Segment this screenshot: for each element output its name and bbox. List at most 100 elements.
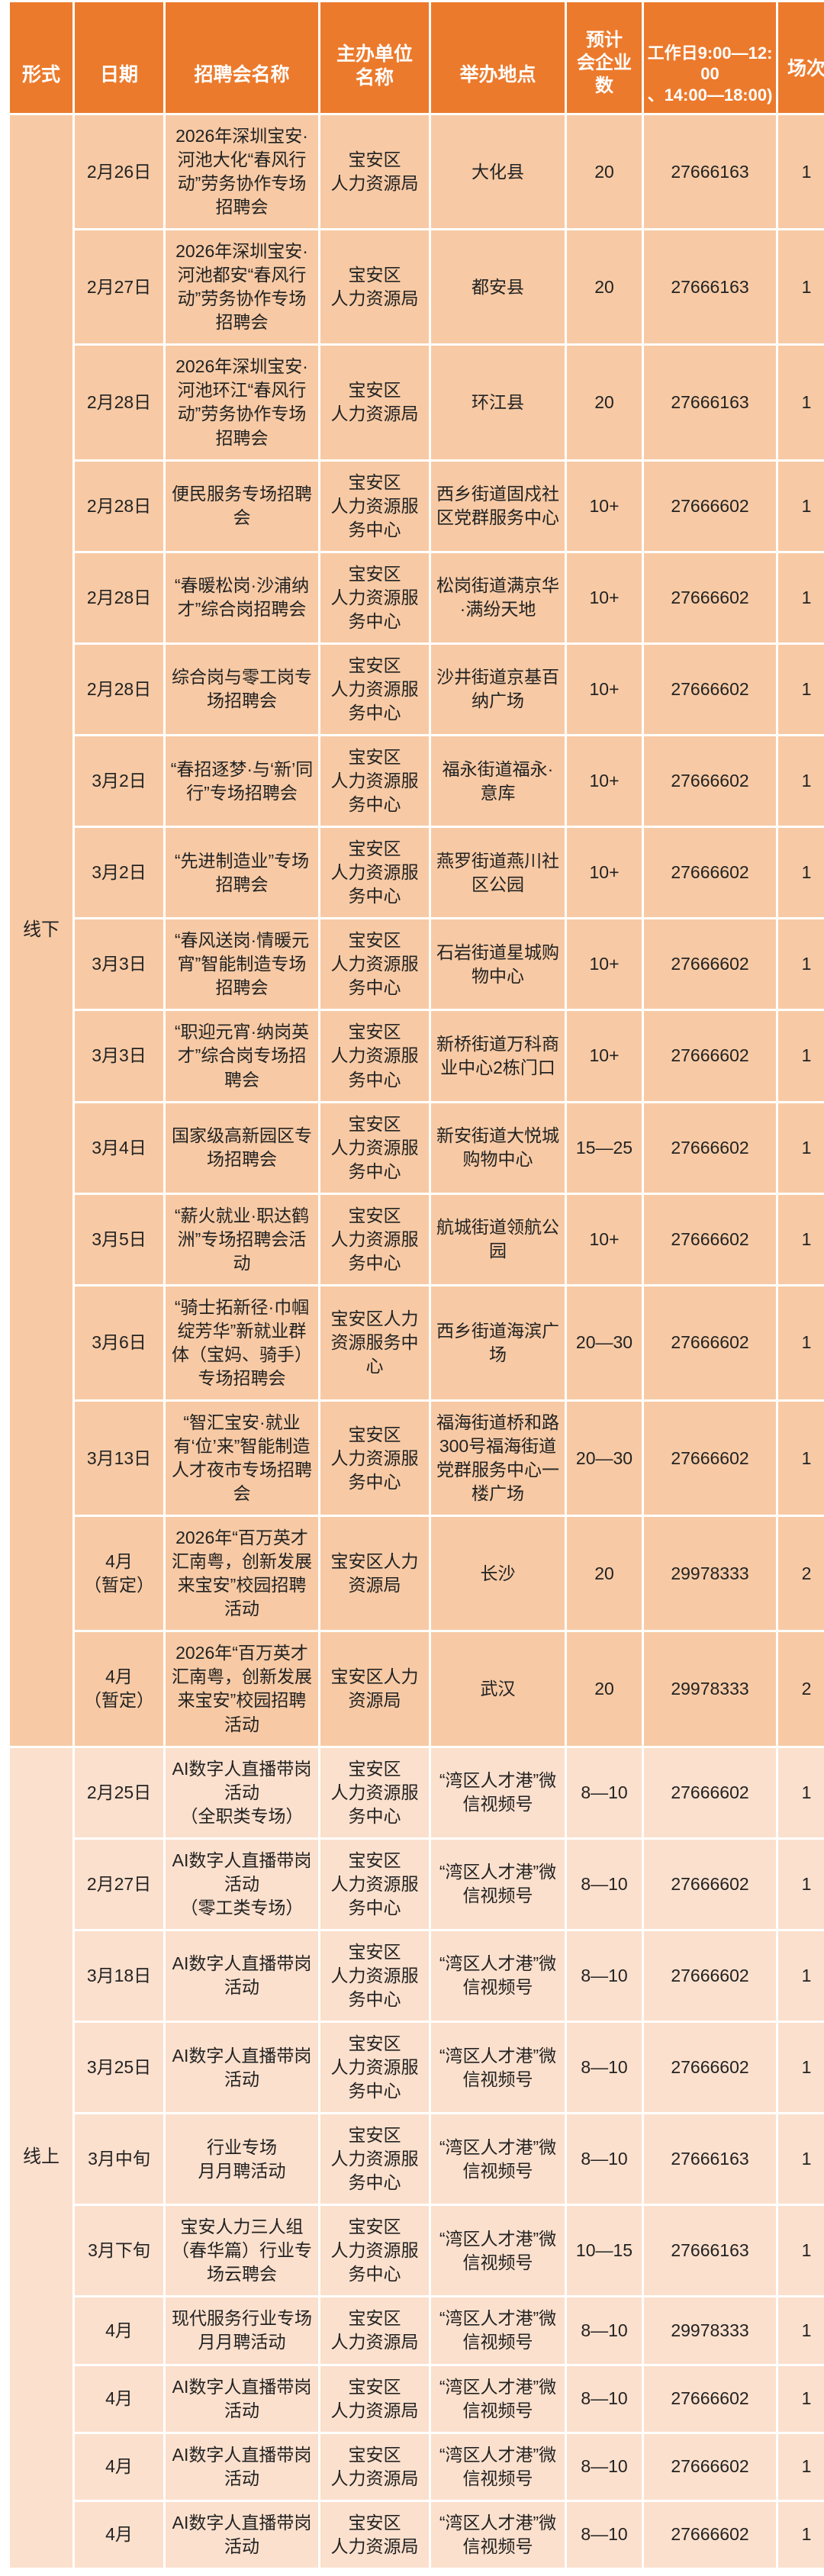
cell-sessions: 1 bbox=[778, 2433, 824, 2500]
cell-venue: 大化县 bbox=[431, 115, 565, 229]
cell-sessions: 1 bbox=[778, 1930, 824, 2021]
column-header-date: 日期 bbox=[75, 2, 163, 113]
cell-date: 3月18日 bbox=[75, 1930, 163, 2021]
cell-venue: 石岩街道星城购物中心 bbox=[431, 919, 565, 1009]
cell-name: 国家级高新园区专场招聘会 bbox=[166, 1103, 318, 1193]
cell-venue: “湾区人才港”微信视频号 bbox=[431, 2501, 565, 2568]
cell-phone: 27666602 bbox=[644, 1839, 776, 1929]
cell-organizer: 宝安区 人力资源局 bbox=[320, 2433, 429, 2500]
cell-name: “薪火就业·职达鹤洲”专场招聘会活动 bbox=[166, 1194, 318, 1284]
column-header-companies: 预计 会企业 数 bbox=[567, 2, 642, 113]
cell-phone: 27666163 bbox=[644, 230, 776, 344]
table-row: 3月3日 “职迎元宵·纳岗英才”综合岗专场招聘会 宝安区 人力资源服务中心 新桥街道万… bbox=[10, 1011, 824, 1101]
cell-companies: 10+ bbox=[567, 552, 642, 642]
cell-organizer: 宝安区 人力资源服务中心 bbox=[320, 2206, 429, 2296]
cell-venue: 长沙 bbox=[431, 1517, 565, 1631]
cell-name: “春招逐梦·与‘新’同行”专场招聘会 bbox=[166, 736, 318, 826]
cell-sessions: 1 bbox=[778, 644, 824, 734]
cell-phone: 27666602 bbox=[644, 736, 776, 826]
cell-sessions: 1 bbox=[778, 2501, 824, 2568]
cell-date: 3月6日 bbox=[75, 1286, 163, 1400]
cell-name: AI数字人直播带岗活动 bbox=[166, 2365, 318, 2432]
cell-name: 2026年深圳宝安·河池大化“春风行动”劳务协作专场招聘会 bbox=[166, 115, 318, 229]
column-header-phone: 工作日9:00—12:00 、14:00—18:00) bbox=[644, 2, 776, 113]
cell-organizer: 宝安区 人力资源局 bbox=[320, 346, 429, 459]
cell-phone: 27666602 bbox=[644, 2023, 776, 2113]
cell-organizer: 宝安区 人力资源服务中心 bbox=[320, 1011, 429, 1101]
table-row: 3月3日 “春风送岗·情暖元宵”智能制造专场招聘会 宝安区 人力资源服务中心 石岩街道… bbox=[10, 919, 824, 1009]
cell-sessions: 1 bbox=[778, 2023, 824, 2113]
cell-companies: 20 bbox=[567, 346, 642, 459]
table-row: 2月28日 2026年深圳宝安·河池环江“春风行动”劳务协作专场招聘会 宝安区 人力… bbox=[10, 346, 824, 459]
cell-name: 现代服务行业专场月月聘活动 bbox=[166, 2297, 318, 2364]
cell-sessions: 2 bbox=[778, 1632, 824, 1746]
cell-name: AI数字人直播带岗活动 （全职类专场） bbox=[166, 1747, 318, 1837]
cell-name: “春风送岗·情暖元宵”智能制造专场招聘会 bbox=[166, 919, 318, 1009]
cell-date: 4月 （暂定） bbox=[75, 1632, 163, 1746]
cell-organizer: 宝安区人力资源服务中心 bbox=[320, 1286, 429, 1400]
cell-companies: 8—10 bbox=[567, 2365, 642, 2432]
table-row: 3月中旬 行业专场 月月聘活动 宝安区 人力资源服务中心 “湾区人才港”微信视频号 8—… bbox=[10, 2114, 824, 2204]
cell-phone: 27666602 bbox=[644, 1011, 776, 1101]
cell-phone: 29978333 bbox=[644, 1632, 776, 1746]
cell-date: 2月28日 bbox=[75, 346, 163, 459]
cell-venue: 西乡街道海滨广场 bbox=[431, 1286, 565, 1400]
cell-phone: 27666602 bbox=[644, 1402, 776, 1515]
cell-companies: 10+ bbox=[567, 828, 642, 918]
table-row: 4月 （暂定） 2026年“百万英才汇南粤，创新发展来宝安”校园招聘活动 宝安区人力… bbox=[10, 1517, 824, 1631]
header-row: 形式 日期 招聘会名称 主办单位 名称 举办地点 预计 会企业 数工作日9:00—12:0… bbox=[10, 2, 824, 113]
cell-phone: 27666602 bbox=[644, 919, 776, 1009]
cell-organizer: 宝安区 人力资源服务中心 bbox=[320, 1747, 429, 1837]
cell-sessions: 1 bbox=[778, 828, 824, 918]
cell-venue: 燕罗街道燕川社区公园 bbox=[431, 828, 565, 918]
recruitment-schedule-table: 形式 日期 招聘会名称 主办单位 名称 举办地点 预计 会企业 数工作日9:00—12:0… bbox=[8, 0, 824, 2570]
cell-date: 4月 bbox=[75, 2501, 163, 2568]
cell-companies: 8—10 bbox=[567, 2501, 642, 2568]
cell-organizer: 宝安区 人力资源局 bbox=[320, 2365, 429, 2432]
cell-sessions: 1 bbox=[778, 461, 824, 551]
cell-sessions: 1 bbox=[778, 1839, 824, 1929]
table-row: 线上 2月25日 AI数字人直播带岗活动 （全职类专场） 宝安区 人力资源服务中心 “湾… bbox=[10, 1747, 824, 2568]
cell-venue: 武汉 bbox=[431, 1632, 565, 1746]
cell-date: 2月28日 bbox=[75, 461, 163, 551]
cell-phone: 27666602 bbox=[644, 1286, 776, 1400]
cell-date: 3月3日 bbox=[75, 1011, 163, 1101]
section-label-online: 线上 bbox=[10, 1747, 72, 2568]
cell-companies: 20 bbox=[567, 115, 642, 229]
cell-venue: “湾区人才港”微信视频号 bbox=[431, 1930, 565, 2021]
cell-organizer: 宝安区 人力资源服务中心 bbox=[320, 2023, 429, 2113]
cell-sessions: 1 bbox=[778, 115, 824, 229]
cell-organizer: 宝安区 人力资源服务中心 bbox=[320, 1930, 429, 2021]
cell-venue: “湾区人才港”微信视频号 bbox=[431, 2206, 565, 2296]
table-row: 3月5日 “薪火就业·职达鹤洲”专场招聘会活动 宝安区 人力资源服务中心 航城街道领航… bbox=[10, 1194, 824, 1284]
table-row: 3月4日 国家级高新园区专场招聘会 宝安区 人力资源服务中心 新安街道大悦城购物中心 1… bbox=[10, 1103, 824, 1193]
cell-date: 2月25日 bbox=[75, 1747, 163, 1837]
cell-sessions: 1 bbox=[778, 1286, 824, 1400]
cell-name: AI数字人直播带岗活动 （零工类专场） bbox=[166, 1839, 318, 1929]
cell-organizer: 宝安区 人力资源服务中心 bbox=[320, 736, 429, 826]
cell-sessions: 1 bbox=[778, 1011, 824, 1101]
cell-organizer: 宝安区 人力资源服务中心 bbox=[320, 828, 429, 918]
cell-date: 3月2日 bbox=[75, 828, 163, 918]
column-header-venue: 举办地点 bbox=[431, 2, 565, 113]
cell-venue: 福海街道桥和路300号福海街道党群服务中心一楼广场 bbox=[431, 1402, 565, 1515]
cell-phone: 27666602 bbox=[644, 644, 776, 734]
cell-companies: 8—10 bbox=[567, 2114, 642, 2204]
table-row: 4月 现代服务行业专场月月聘活动 宝安区 人力资源局 “湾区人才港”微信视频号 8—10… bbox=[10, 2297, 824, 2364]
cell-venue: “湾区人才港”微信视频号 bbox=[431, 2297, 565, 2364]
cell-phone: 27666602 bbox=[644, 1747, 776, 1837]
cell-companies: 8—10 bbox=[567, 1930, 642, 2021]
cell-companies: 10—15 bbox=[567, 2206, 642, 2296]
table-body: 线下 2月26日 2026年深圳宝安·河池大化“春风行动”劳务协作专场招聘会 宝安区 … bbox=[10, 115, 824, 2568]
cell-organizer: 宝安区 人力资源服务中心 bbox=[320, 2114, 429, 2204]
cell-date: 3月下旬 bbox=[75, 2206, 163, 2296]
cell-venue: “湾区人才港”微信视频号 bbox=[431, 2365, 565, 2432]
cell-name: 行业专场 月月聘活动 bbox=[166, 2114, 318, 2204]
cell-phone: 27666602 bbox=[644, 1103, 776, 1193]
cell-date: 4月 bbox=[75, 2433, 163, 2500]
cell-date: 3月3日 bbox=[75, 919, 163, 1009]
cell-date: 2月27日 bbox=[75, 1839, 163, 1929]
cell-organizer: 宝安区 人力资源服务中心 bbox=[320, 1839, 429, 1929]
cell-sessions: 1 bbox=[778, 1103, 824, 1193]
